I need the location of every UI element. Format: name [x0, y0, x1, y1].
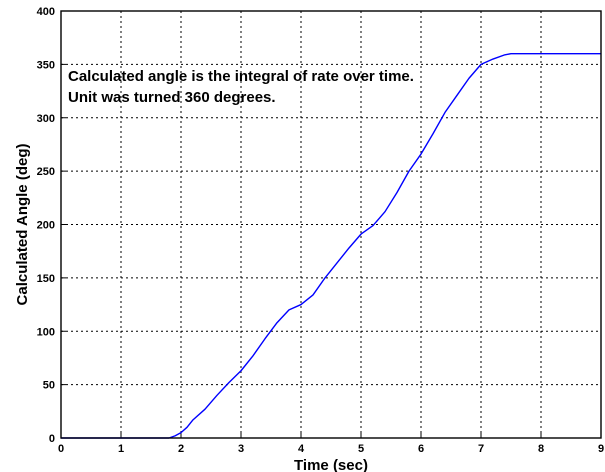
annotation-line-1: Calculated angle is the integral of rate…: [68, 68, 414, 85]
y-axis-label: Calculated Angle (deg): [14, 144, 31, 306]
x-tick-label: 5: [358, 443, 364, 455]
y-tick-labels: 0 50 100 150 200 250 300 350 400: [37, 6, 55, 445]
y-tick-label: 350: [37, 59, 55, 71]
y-tick-label: 200: [37, 220, 55, 232]
x-tick-label: 1: [118, 443, 124, 455]
y-tick-label: 150: [37, 273, 55, 285]
x-tick-label: 8: [538, 443, 544, 455]
x-tick-label: 6: [418, 443, 424, 455]
grid: [61, 11, 601, 438]
x-axis-label: Time (sec): [294, 457, 368, 472]
y-tick-label: 100: [37, 326, 55, 338]
y-tick-label: 50: [43, 380, 55, 392]
y-tick-label: 400: [37, 6, 55, 18]
x-tick-label: 7: [478, 443, 484, 455]
x-tick-label: 2: [178, 443, 184, 455]
series-lines: [61, 53, 601, 439]
y-tick-label: 250: [37, 166, 55, 178]
plot-frame: [60, 10, 602, 439]
x-tick-label: 9: [598, 443, 604, 455]
series-line-0: [61, 53, 601, 439]
x-tick-label: 4: [298, 443, 305, 455]
x-tick-label: 0: [58, 443, 64, 455]
annotation-line-2: Unit was turned 360 degrees.: [68, 89, 276, 106]
y-tick-label: 300: [37, 113, 55, 125]
y-tick-label: 0: [49, 433, 55, 445]
x-tick-label: 3: [238, 443, 244, 455]
x-tick-labels: 0 1 2 3 4 5 6 7 8 9: [58, 443, 604, 455]
